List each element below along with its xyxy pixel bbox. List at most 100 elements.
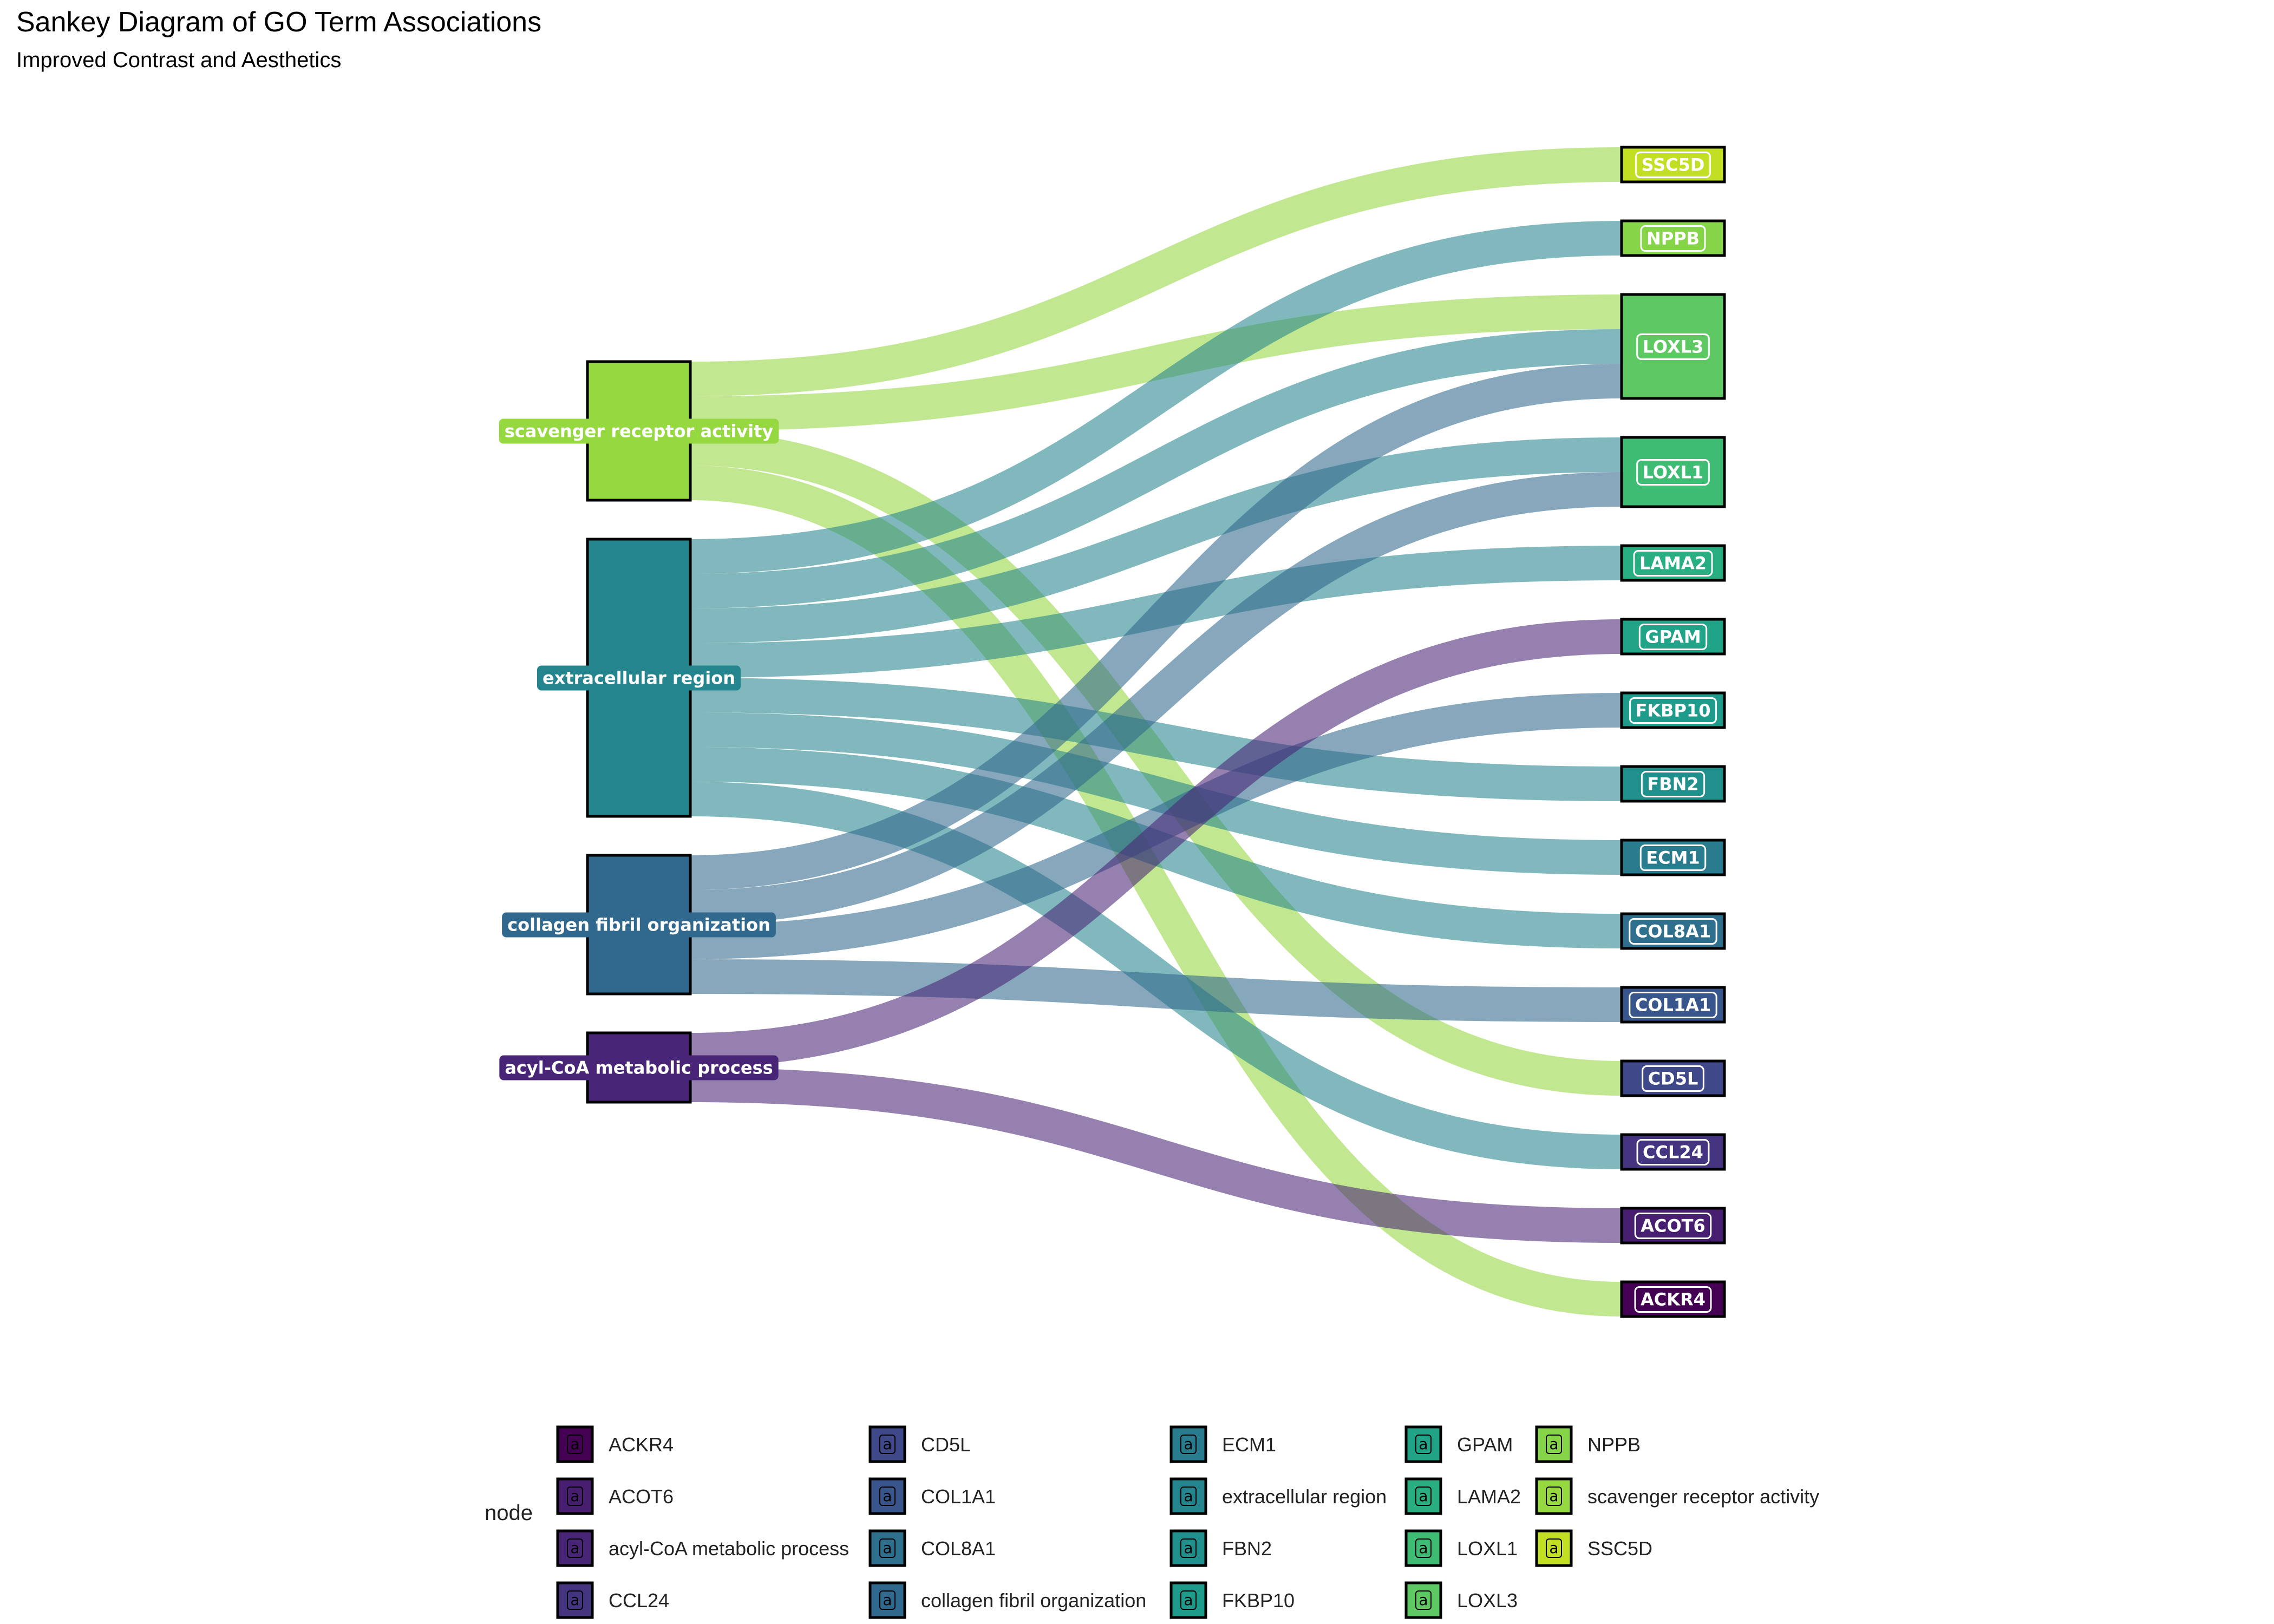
link-scavenger-receptor-activity-to-loxl3 bbox=[690, 294, 1622, 431]
legend-item-col1a1: a COL1A1 bbox=[868, 1477, 996, 1515]
node-label-bg bbox=[1629, 918, 1717, 945]
node-label-bg bbox=[1639, 844, 1707, 872]
node-label-lama2: LAMA2 bbox=[1633, 550, 1713, 577]
node-label-text: acyl-CoA metabolic process bbox=[505, 1058, 773, 1078]
node-label-text: extracellular region bbox=[543, 668, 735, 689]
legend-key-glyph-box bbox=[1180, 1538, 1197, 1558]
legend-key-glyph: a bbox=[1184, 1539, 1193, 1557]
node-label-bg bbox=[1638, 624, 1708, 651]
node-label-fbn2: FBN2 bbox=[1641, 771, 1706, 798]
node-label-loxl1: LOXL1 bbox=[1636, 459, 1710, 486]
legend-key-glyph-box bbox=[1415, 1538, 1432, 1558]
legend-label: FKBP10 bbox=[1222, 1589, 1295, 1612]
legend-item-gpam: a GPAM bbox=[1404, 1425, 1513, 1463]
legend-item-ackr4: a ACKR4 bbox=[556, 1425, 674, 1463]
legend-key-glyph-box bbox=[1546, 1487, 1562, 1506]
legend-key-glyph-box bbox=[879, 1435, 896, 1454]
node-label-acyl-coa-metabolic-process: acyl-CoA metabolic process bbox=[499, 1055, 779, 1081]
node-label-bg bbox=[1629, 992, 1717, 1019]
legend: node a ACKR4 a ACOT6 a acyl-CoA metabolic pro… bbox=[485, 1425, 1819, 1619]
node-label-acot6: ACOT6 bbox=[1634, 1213, 1712, 1240]
node-label-bg bbox=[1635, 152, 1711, 179]
node-label-text: CCL24 bbox=[1643, 1142, 1703, 1163]
legend-label: GPAM bbox=[1457, 1433, 1513, 1456]
link-acyl-coa-metabolic-process-to-gpam bbox=[690, 619, 1622, 1068]
node-label-bg bbox=[1629, 697, 1717, 724]
legend-key-glyph: a bbox=[883, 1487, 892, 1505]
legend-title: node bbox=[485, 1501, 533, 1525]
node-label-text: COL8A1 bbox=[1635, 921, 1711, 942]
node-label-bg bbox=[537, 665, 741, 691]
node-label-bg bbox=[502, 912, 776, 938]
legend-label: ECM1 bbox=[1222, 1433, 1276, 1456]
legend-key-glyph: a bbox=[883, 1591, 892, 1609]
legend-item-acyl-coa-metabolic-process: a acyl-CoA metabolic process bbox=[556, 1529, 849, 1567]
legend-key-glyph-box bbox=[879, 1538, 896, 1558]
node-label-bg bbox=[499, 1055, 779, 1081]
legend-key-glyph: a bbox=[1419, 1435, 1428, 1453]
node-label-bg bbox=[1636, 333, 1710, 361]
node-label-text: ACOT6 bbox=[1641, 1216, 1706, 1236]
legend-item-ccl24: a CCL24 bbox=[556, 1581, 669, 1619]
legend-label: NPPB bbox=[1587, 1433, 1641, 1456]
node-label-text: FKBP10 bbox=[1635, 700, 1710, 721]
link-collagen-fibril-organization-to-col1a1 bbox=[690, 959, 1622, 1022]
link-extracellular-region-to-fbn2 bbox=[690, 678, 1622, 801]
legend-key-glyph-box bbox=[1415, 1590, 1432, 1610]
legend-key-glyph: a bbox=[1549, 1539, 1558, 1557]
legend-item-lama2: a LAMA2 bbox=[1404, 1477, 1521, 1515]
legend-key-glyph: a bbox=[1419, 1539, 1428, 1557]
node-label-text: LOXL3 bbox=[1643, 337, 1704, 357]
legend-key-glyph: a bbox=[883, 1435, 892, 1453]
node-label-collagen-fibril-organization: collagen fibril organization bbox=[502, 912, 776, 938]
node-label-bg bbox=[1636, 459, 1710, 486]
link-scavenger-receptor-activity-to-cd5l bbox=[690, 431, 1622, 1096]
node-label-text: FBN2 bbox=[1647, 774, 1698, 795]
node-label-extracellular-region: extracellular region bbox=[537, 665, 741, 691]
link-extracellular-region-to-loxl1 bbox=[690, 437, 1622, 643]
node-label-text: NPPB bbox=[1646, 228, 1700, 249]
chart-subtitle: Improved Contrast and Aesthetics bbox=[16, 48, 341, 72]
node-label-bg bbox=[1640, 225, 1706, 252]
legend-label: FBN2 bbox=[1222, 1537, 1272, 1560]
legend-label: CCL24 bbox=[609, 1589, 669, 1612]
legend-item-scavenger-receptor-activity: a scavenger receptor activity bbox=[1535, 1477, 1819, 1515]
legend-item-extracellular-region: a extracellular region bbox=[1169, 1477, 1387, 1515]
legend-key-glyph-box bbox=[1180, 1435, 1197, 1454]
legend-item-fkbp10: a FKBP10 bbox=[1169, 1581, 1295, 1619]
legend-key-glyph-box bbox=[567, 1487, 583, 1506]
node-label-col8a1: COL8A1 bbox=[1629, 918, 1717, 945]
node-label-ssc5d: SSC5D bbox=[1635, 152, 1711, 179]
node-label-bg bbox=[1642, 1065, 1704, 1092]
legend-item-fbn2: a FBN2 bbox=[1169, 1529, 1272, 1567]
legend-item-ssc5d: a SSC5D bbox=[1535, 1529, 1652, 1567]
legend-label: collagen fibril organization bbox=[921, 1589, 1146, 1612]
node-label-scavenger-receptor-activity: scavenger receptor activity bbox=[499, 418, 779, 444]
legend-label: CD5L bbox=[921, 1433, 971, 1456]
legend-item-nppb: a NPPB bbox=[1535, 1425, 1641, 1463]
legend-key-glyph-box bbox=[1415, 1435, 1432, 1454]
legend-key-glyph-box bbox=[567, 1538, 583, 1558]
legend-key-glyph-box bbox=[879, 1487, 896, 1506]
legend-label: SSC5D bbox=[1587, 1537, 1652, 1560]
legend-key-glyph: a bbox=[570, 1591, 579, 1609]
legend-label: COL8A1 bbox=[921, 1537, 996, 1560]
link-collagen-fibril-organization-to-loxl3 bbox=[690, 364, 1622, 890]
node-label-col1a1: COL1A1 bbox=[1629, 992, 1717, 1019]
chart-title: Sankey Diagram of GO Term Associations bbox=[16, 6, 541, 38]
legend-key-glyph-box bbox=[1546, 1538, 1562, 1558]
node-label-text: collagen fibril organization bbox=[507, 915, 770, 935]
legend-item-acot6: a ACOT6 bbox=[556, 1477, 674, 1515]
legend-key-glyph-box bbox=[1180, 1487, 1197, 1506]
legend-label: acyl-CoA metabolic process bbox=[609, 1537, 849, 1560]
node-label-bg bbox=[1636, 1139, 1710, 1166]
node-label-cd5l: CD5L bbox=[1642, 1065, 1704, 1092]
legend-key-glyph: a bbox=[1549, 1435, 1558, 1453]
legend-key-glyph: a bbox=[570, 1435, 579, 1453]
node-label-bg bbox=[1634, 1213, 1712, 1240]
node-label-text: GPAM bbox=[1645, 627, 1701, 647]
node-label-text: CD5L bbox=[1648, 1069, 1698, 1089]
legend-key-glyph: a bbox=[883, 1539, 892, 1557]
legend-key-glyph: a bbox=[570, 1539, 579, 1557]
legend-key-glyph: a bbox=[1419, 1487, 1428, 1505]
